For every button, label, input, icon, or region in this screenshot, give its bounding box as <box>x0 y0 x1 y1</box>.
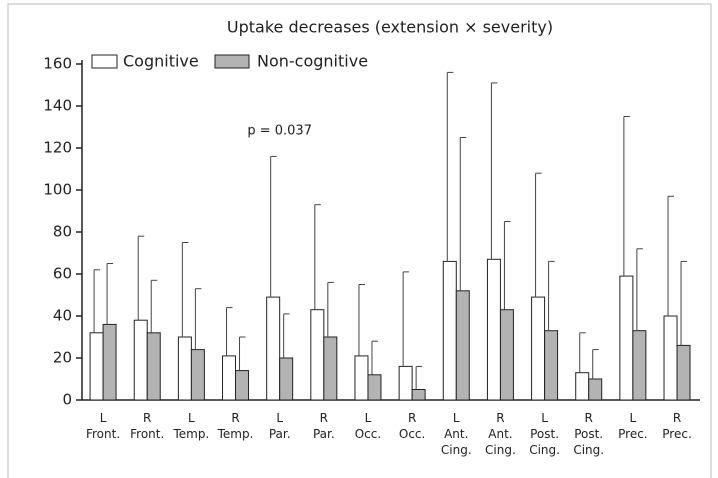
legend-label: Cognitive <box>123 52 199 71</box>
x-tick-label: L Occ. <box>355 411 381 441</box>
error-bar <box>490 82 498 260</box>
x-tick-label: R Front. <box>130 411 164 441</box>
error-bar <box>371 340 378 375</box>
bar <box>455 290 470 401</box>
bar <box>266 296 281 401</box>
bar <box>146 332 161 401</box>
bar <box>354 355 369 401</box>
y-tick-label: 160 <box>43 55 72 73</box>
bar <box>544 330 559 401</box>
bar <box>190 349 205 401</box>
error-bar <box>327 281 334 337</box>
error-bar <box>402 271 410 367</box>
y-tick-label: 140 <box>43 97 72 115</box>
bar <box>235 370 250 401</box>
error-bar <box>358 284 365 356</box>
error-bar <box>459 137 467 291</box>
x-tick-label: R Prec. <box>662 411 692 441</box>
x-tick-label: R Occ. <box>399 411 425 441</box>
error-bar <box>226 307 233 356</box>
error-bar <box>93 269 101 333</box>
legend-swatch <box>214 54 250 69</box>
x-tick-label: L Front. <box>86 411 120 441</box>
bar <box>442 260 457 401</box>
error-bar <box>623 116 630 277</box>
bar <box>499 309 514 401</box>
x-tick-label: R Temp. <box>217 411 254 441</box>
x-tick-label: R Ant. Cing. <box>485 411 516 457</box>
error-bar <box>680 260 688 346</box>
error-bar <box>137 235 145 321</box>
error-bar <box>239 336 246 371</box>
bar <box>632 330 647 401</box>
bar <box>398 365 413 401</box>
y-tick-label: 40 <box>53 307 72 325</box>
error-bar <box>636 248 643 331</box>
bar <box>411 389 426 401</box>
bar <box>663 315 678 401</box>
y-tick-label: 0 <box>62 391 72 409</box>
x-tick-label: L Par. <box>269 411 291 441</box>
legend-swatch <box>91 54 118 69</box>
error-bar <box>150 279 158 333</box>
y-tick-label: 120 <box>43 139 72 157</box>
bar <box>310 309 325 401</box>
bar <box>279 357 294 401</box>
error-bar <box>270 155 277 298</box>
annotation: p = 0.037 <box>247 124 312 139</box>
error-bar <box>503 221 511 310</box>
x-tick-label: L Ant. Cing. <box>441 411 472 457</box>
error-bar <box>548 260 555 331</box>
error-bar <box>106 263 114 325</box>
bar <box>486 258 501 401</box>
bar <box>89 332 104 401</box>
bar <box>367 374 382 401</box>
legend-label: Non-cognitive <box>257 52 368 71</box>
bar <box>619 275 634 401</box>
x-tick-label: L Temp. <box>172 411 209 441</box>
bar <box>575 372 590 401</box>
y-tick-label: 60 <box>53 265 72 283</box>
error-bar <box>314 204 321 310</box>
x-tick-label: R Par. <box>313 411 335 441</box>
x-tick-label: R Post. Cing. <box>573 411 604 457</box>
bar <box>531 296 546 401</box>
bar <box>676 344 691 401</box>
chart-title: Uptake decreases (extension × severity) <box>227 18 553 37</box>
error-bar <box>535 172 542 298</box>
bar <box>133 319 148 401</box>
error-bar <box>194 288 202 350</box>
x-tick-label: L Post. Cing. <box>529 411 560 457</box>
bar <box>177 336 192 401</box>
x-tick-label: L Prec. <box>618 411 648 441</box>
error-bar <box>592 349 599 379</box>
frame <box>7 3 712 478</box>
y-tick-label: 20 <box>53 349 72 367</box>
error-bar <box>181 242 189 337</box>
bar <box>222 355 237 401</box>
y-tick-label: 80 <box>53 223 72 241</box>
error-bar <box>283 313 290 358</box>
error-bar <box>667 195 675 316</box>
bar <box>323 336 338 401</box>
error-bar <box>415 365 423 390</box>
error-bar <box>446 71 454 262</box>
bar <box>102 323 117 401</box>
y-tick-label: 100 <box>43 181 72 199</box>
error-bar <box>579 332 586 373</box>
bar <box>588 378 603 401</box>
